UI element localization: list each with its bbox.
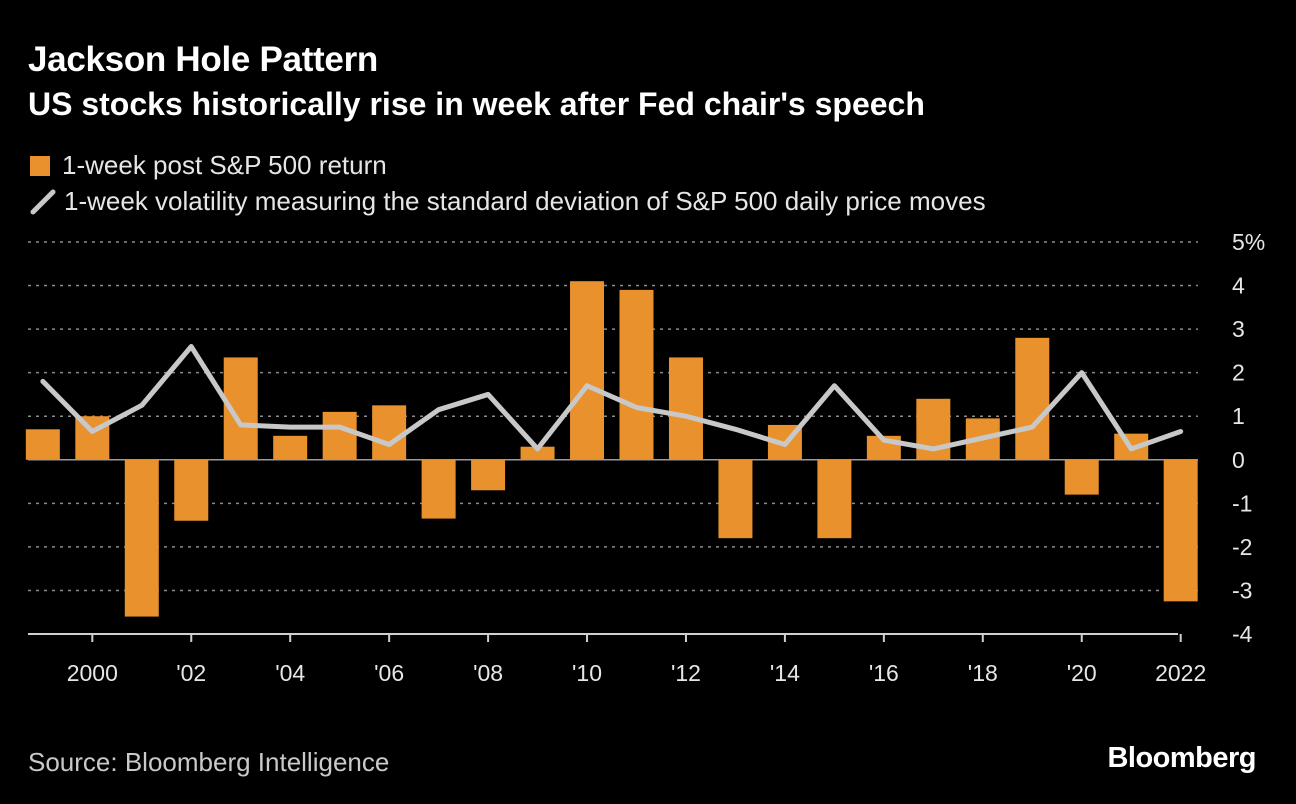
chart-subtitle: US stocks historically rise in week afte…: [28, 86, 925, 123]
legend-line-label: 1-week volatility measuring the standard…: [64, 186, 986, 216]
bar-2005: [323, 412, 357, 460]
chart-title: Jackson Hole Pattern: [28, 40, 378, 80]
source-note: Source: Bloomberg Intelligence: [28, 747, 389, 778]
x-tick-label: '20: [1067, 660, 1097, 686]
y-tick-label: 4: [1232, 273, 1245, 299]
bar-2019: [1015, 338, 1049, 460]
x-tick-label: '08: [473, 660, 503, 686]
line-layer: [43, 346, 1181, 449]
bar-2006: [372, 405, 406, 459]
chart-area: 5% 4 3 2 1 0 -1 -2 -3 -4 2000 '02 '04 '06 '08 '10 '12 '14…: [0, 220, 1296, 700]
x-tick-label: '06: [374, 660, 404, 686]
x-tick-label: '04: [275, 660, 305, 686]
volatility-line: [43, 347, 1181, 449]
legend-line-swatch: [30, 189, 56, 215]
y-tick-label: -3: [1232, 577, 1252, 603]
bar-2022: [1164, 460, 1198, 602]
bar-1999: [26, 429, 60, 459]
y-tick-label: 2: [1232, 360, 1245, 386]
bloomberg-logo: Bloomberg: [1107, 742, 1256, 775]
legend-bar-swatch: [30, 156, 50, 176]
bar-2013: [718, 460, 752, 538]
y-tick-label: 5%: [1232, 229, 1265, 255]
y-tick-label: -2: [1232, 534, 1252, 560]
y-tick-label: -1: [1232, 490, 1252, 516]
bar-2011: [619, 290, 653, 460]
bar-2008: [471, 460, 505, 490]
x-tick-label: '02: [176, 660, 206, 686]
bar-2007: [422, 460, 456, 519]
y-tick-label: -4: [1232, 621, 1253, 647]
bar-2010: [570, 281, 604, 460]
x-tick-label: '12: [671, 660, 701, 686]
x-tick-label: '16: [869, 660, 899, 686]
bar-2012: [669, 357, 703, 459]
y-tick-label: 1: [1232, 403, 1245, 429]
x-tick-label: 2000: [67, 660, 118, 686]
bar-2002: [174, 460, 208, 521]
bar-2020: [1065, 460, 1099, 495]
x-tick-label: '10: [572, 660, 602, 686]
bar-2004: [273, 436, 307, 460]
y-tick-label: 3: [1232, 316, 1245, 342]
bar-layer: [26, 281, 1198, 616]
y-tick-label: 0: [1232, 447, 1245, 473]
legend-bar-entry: 1-week post S&P 500 return: [30, 150, 387, 181]
legend-bar-label: 1-week post S&P 500 return: [62, 150, 387, 180]
x-tick-label: '14: [770, 660, 800, 686]
x-tick-label: '18: [968, 660, 998, 686]
bar-2001: [125, 460, 159, 617]
legend-line-entry: 1-week volatility measuring the standard…: [30, 186, 986, 217]
x-tick-label: 2022: [1155, 660, 1206, 686]
bar-2015: [817, 460, 851, 538]
